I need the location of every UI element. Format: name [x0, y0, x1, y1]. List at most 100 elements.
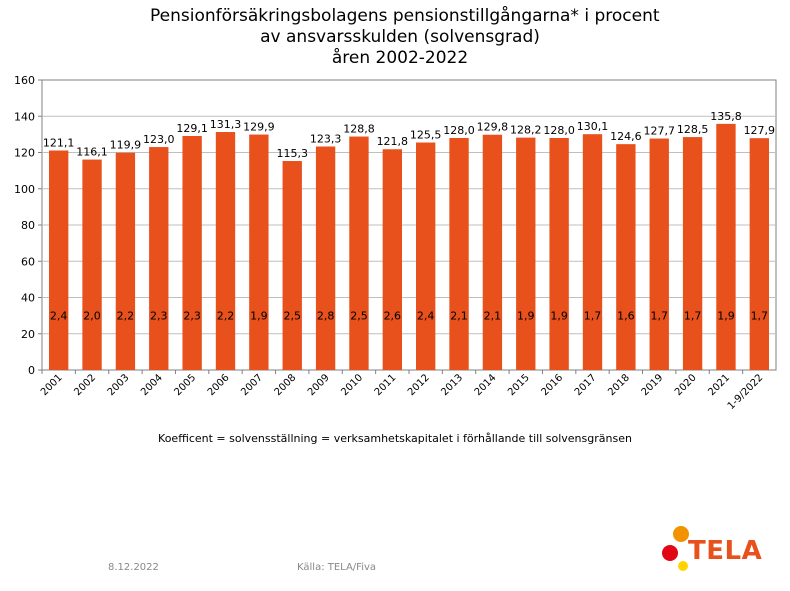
bar-coefficient-label: 2,5	[283, 310, 301, 323]
y-tick-label: 0	[28, 364, 35, 377]
bar-value-label: 115,3	[276, 147, 308, 160]
bar-coefficient-label: 1,9	[517, 310, 535, 323]
bar	[449, 138, 469, 370]
bar-value-label: 127,9	[744, 124, 776, 137]
bar-coefficient-label: 1,7	[650, 310, 668, 323]
x-tick-label: 2018	[606, 372, 632, 398]
bar	[682, 137, 703, 370]
tela-logo-mark-icon	[662, 526, 689, 571]
bar-value-label: 119,9	[110, 139, 142, 152]
x-tick-label: 1-9/2022	[726, 372, 766, 412]
x-tick-label: 2004	[139, 372, 165, 398]
bar	[749, 138, 769, 370]
bar	[616, 144, 636, 370]
bar-value-label: 129,9	[243, 121, 275, 134]
bar-value-label: 130,1	[577, 120, 609, 133]
x-tick-label: 2017	[573, 372, 599, 398]
bar-coefficient-label: 2,4	[50, 310, 68, 323]
x-tick-label: 2011	[373, 372, 399, 398]
bar-coefficient-label: 2,4	[417, 310, 435, 323]
bar-value-label: 124,6	[610, 130, 642, 143]
bar-value-label: 129,1	[176, 122, 208, 135]
bar-coefficient-label: 2,8	[317, 310, 335, 323]
y-tick-label: 100	[14, 183, 35, 196]
chart-title: Pensionförsäkringsbolagens pensionstillg…	[150, 6, 660, 69]
x-tick-label: 2002	[72, 372, 98, 398]
bar-value-label: 128,5	[677, 123, 709, 136]
bar-value-label: 123,0	[143, 133, 175, 146]
bar	[282, 161, 302, 370]
x-tick-label: 2008	[273, 372, 299, 398]
y-tick-label: 80	[21, 219, 35, 232]
x-tick-label: 2021	[706, 372, 732, 398]
bar-coefficient-label: 2,2	[217, 310, 235, 323]
x-tick-label: 2003	[106, 372, 132, 398]
bar-chart: 0 20 40 60 80 100 120 140 160 121,1 2,4 2001 116,1 2,…	[14, 74, 777, 412]
bar	[549, 138, 569, 370]
bar-coefficient-label: 1,7	[684, 310, 702, 323]
y-tick-label: 60	[21, 255, 35, 268]
x-tick-label: 2009	[306, 372, 332, 398]
x-tick-label: 2015	[506, 372, 532, 398]
bar-value-label: 116,1	[76, 146, 108, 159]
bar	[49, 150, 69, 370]
bar	[482, 134, 503, 370]
bar	[149, 147, 169, 370]
bar	[315, 146, 336, 370]
bar-value-label: 125,5	[410, 129, 442, 142]
bar-coefficient-label: 2,1	[484, 310, 502, 323]
bar	[349, 136, 369, 370]
bar-value-label: 129,8	[477, 121, 509, 134]
x-tick-label: 2005	[172, 372, 198, 398]
bar	[182, 136, 202, 370]
bar	[582, 134, 603, 370]
bar	[249, 134, 269, 370]
footer-source: Källa: TELA/Fiva	[297, 562, 377, 573]
bar-value-label: 131,3	[210, 118, 242, 131]
y-tick-label: 40	[21, 292, 35, 305]
bar	[716, 123, 736, 370]
bar	[382, 149, 402, 370]
bar	[115, 152, 136, 370]
bar	[516, 137, 536, 370]
tela-logo: TELA	[658, 524, 773, 576]
footer-date: 8.12.2022	[108, 562, 159, 573]
bar-value-label: 121,8	[377, 135, 409, 148]
tela-logo-text: TELA	[688, 536, 763, 566]
bar-coefficient-label: 1,9	[550, 310, 568, 323]
chart-footnote: Koefficent = solvensställning = verksamh…	[158, 432, 632, 445]
bar-coefficient-label: 2,1	[450, 310, 468, 323]
bar-value-label: 123,3	[310, 133, 342, 146]
y-tick-label: 20	[21, 328, 35, 341]
x-tick-label: 2016	[539, 372, 565, 398]
bar-coefficient-label: 1,7	[751, 310, 769, 323]
bar	[649, 138, 669, 370]
y-tick-label: 140	[14, 110, 35, 123]
bar-value-label: 127,7	[643, 125, 675, 138]
x-tick-label: 2010	[339, 372, 365, 398]
bar-coefficient-label: 2,3	[150, 310, 168, 323]
x-tick-label: 2020	[673, 372, 699, 398]
y-tick-label: 160	[14, 74, 35, 87]
x-tick-label: 2013	[439, 372, 465, 398]
bar-coefficient-label: 1,9	[250, 310, 268, 323]
bar-value-label: 128,0	[443, 124, 475, 137]
chart-title-line-2: av ansvarsskulden (solvensgrad)	[260, 27, 540, 47]
bar	[82, 159, 102, 370]
x-tick-label: 2006	[206, 372, 232, 398]
bar-coefficient-label: 1,9	[717, 310, 735, 323]
bar-coefficient-label: 2,2	[117, 310, 135, 323]
x-tick-label: 2019	[640, 372, 666, 398]
y-tick-label: 120	[14, 147, 35, 160]
bar	[416, 142, 436, 370]
bar-coefficient-label: 2,6	[384, 310, 402, 323]
bar-coefficient-label: 2,3	[183, 310, 201, 323]
x-tick-label: 2014	[473, 372, 499, 398]
bar-coefficient-label: 1,6	[617, 310, 635, 323]
bar-value-label: 135,8	[710, 110, 742, 123]
bar-coefficient-label: 2,0	[83, 310, 101, 323]
x-tick-label: 2012	[406, 372, 432, 398]
bar-coefficient-label: 2,5	[350, 310, 368, 323]
chart-title-line-3: åren 2002-2022	[331, 48, 469, 68]
bar-coefficient-label: 1,7	[584, 310, 602, 323]
